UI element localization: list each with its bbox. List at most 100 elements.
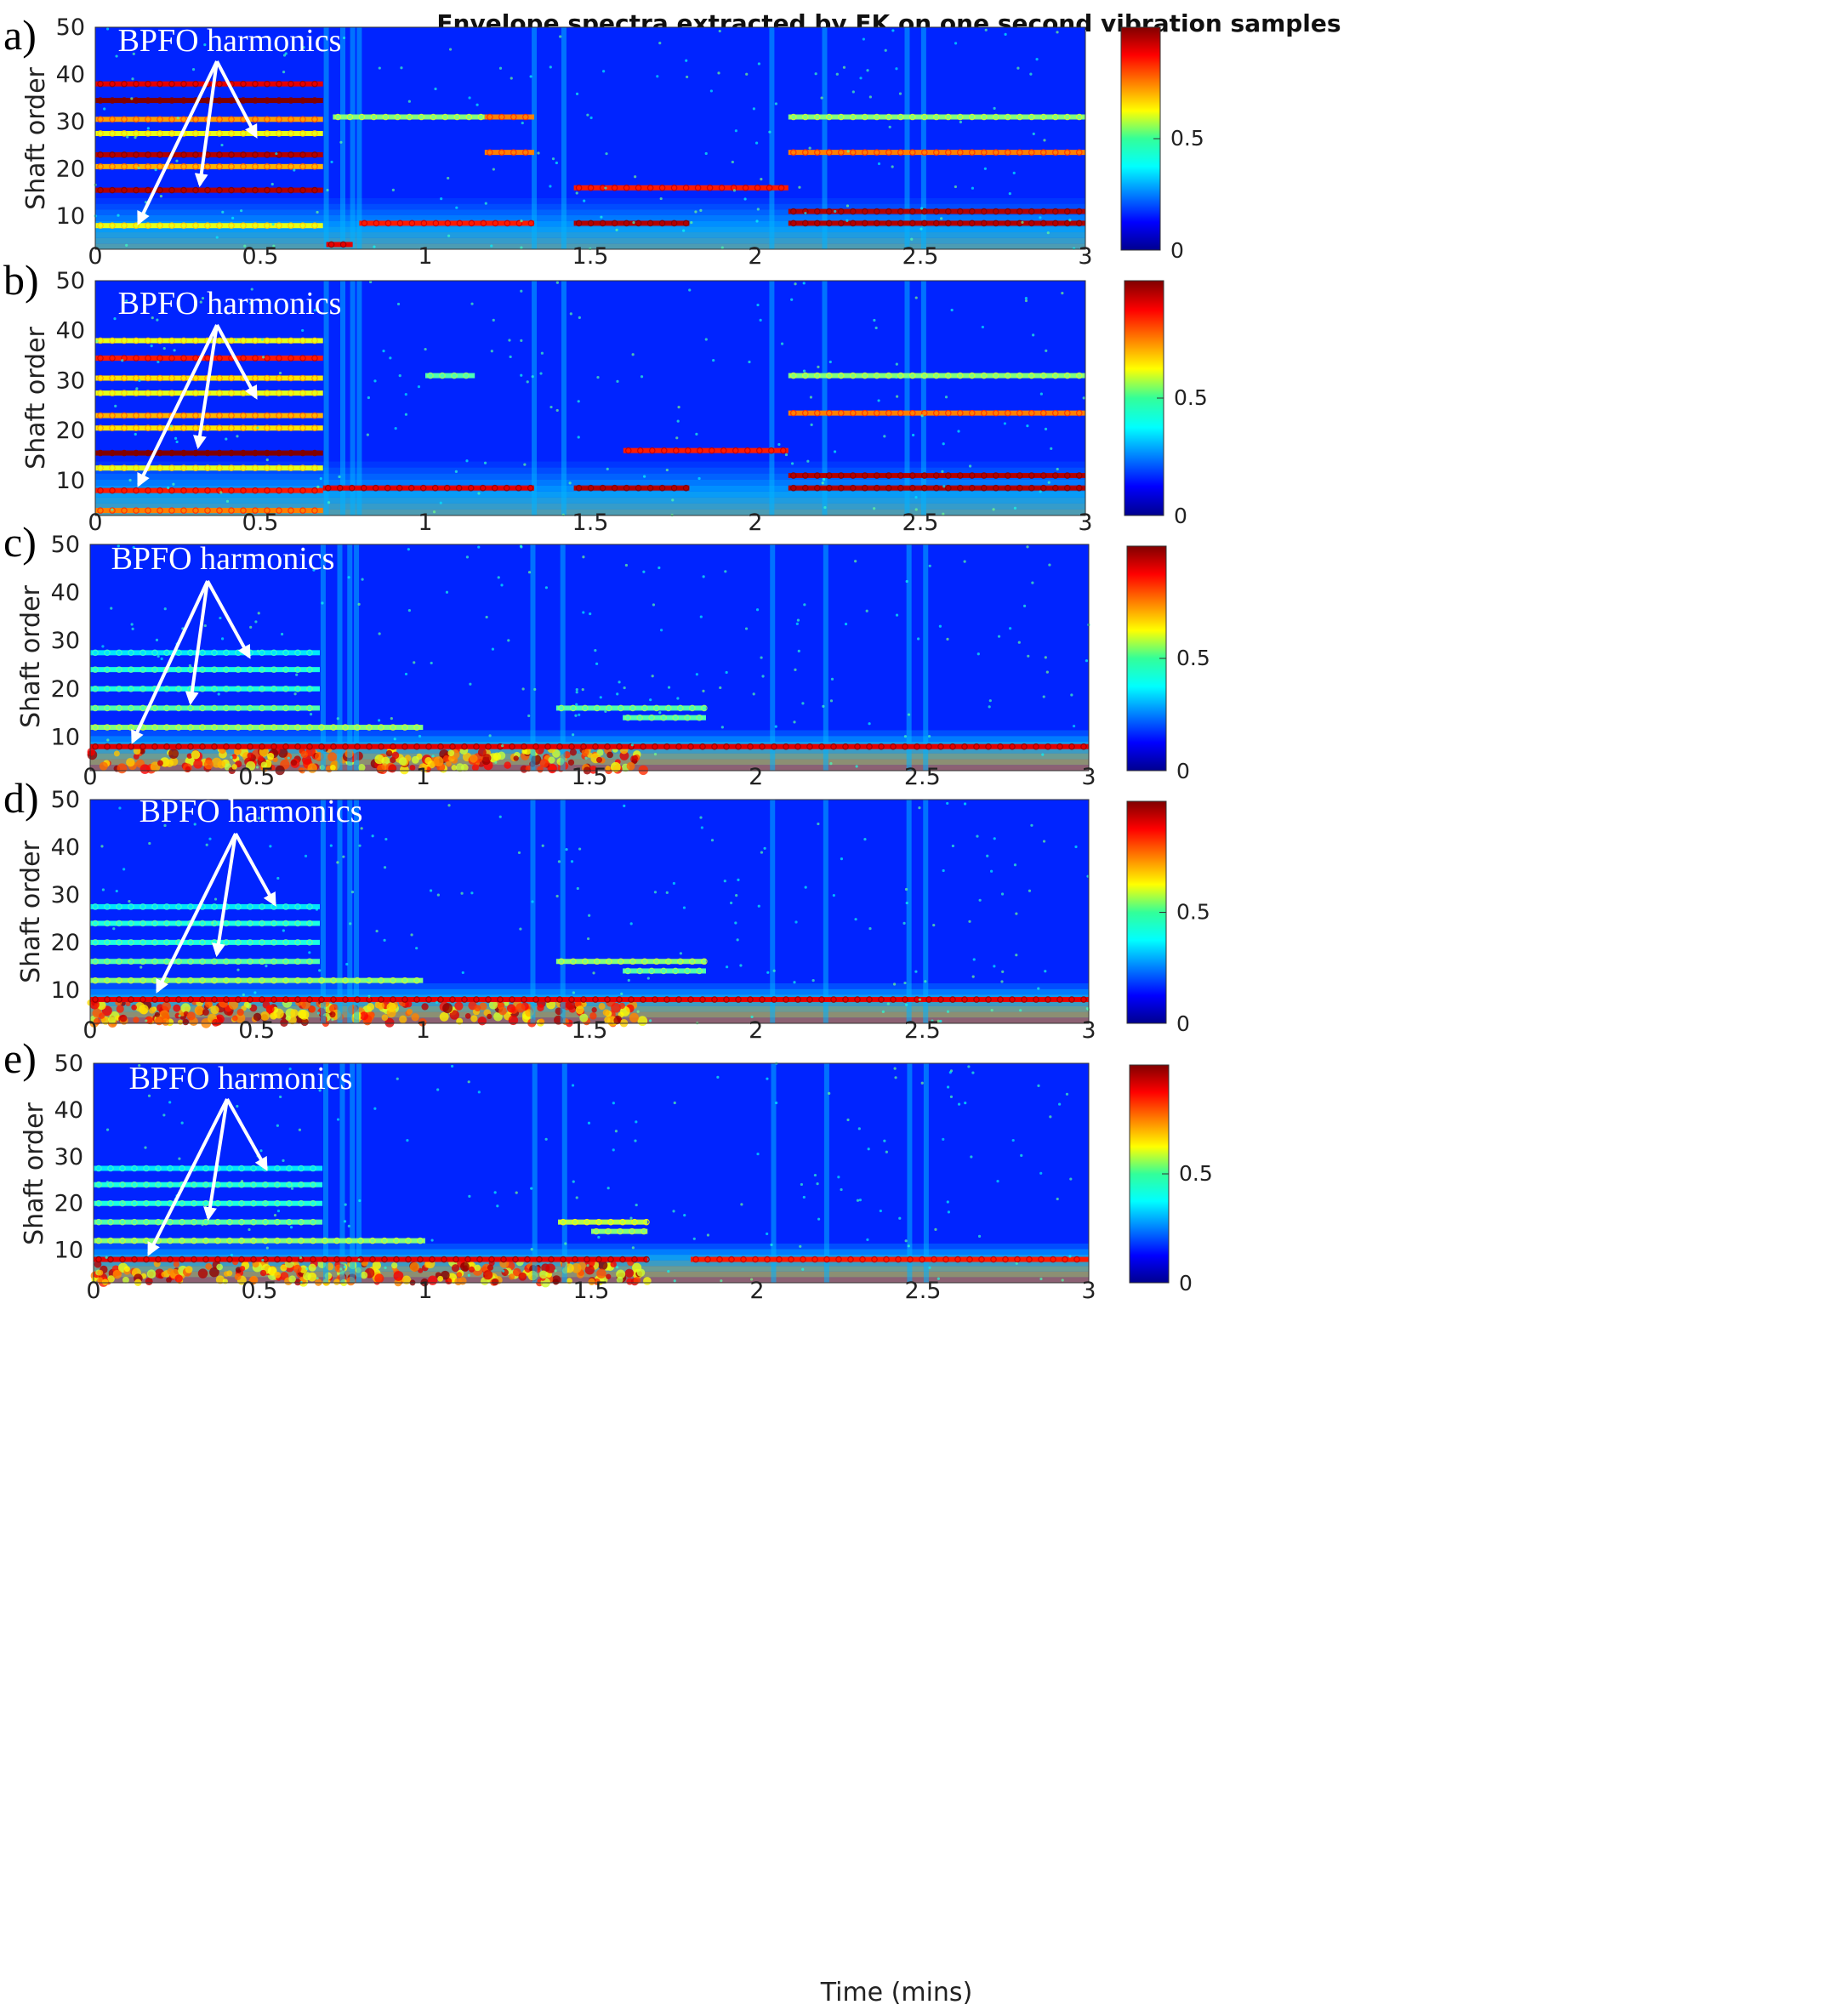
band-marker <box>479 484 487 492</box>
noise-dot <box>895 375 898 379</box>
heatmap-cell <box>259 1269 267 1277</box>
band-marker <box>417 1256 424 1263</box>
band-marker <box>324 484 332 492</box>
band-marker <box>145 97 151 104</box>
heatmap-cell <box>162 1018 170 1026</box>
band-marker <box>121 130 128 137</box>
heatmap-cell <box>216 1263 224 1271</box>
time-streak <box>770 800 776 1023</box>
annotation-arrow <box>137 324 219 487</box>
noise-dot <box>1041 753 1045 756</box>
band-marker <box>909 113 916 121</box>
band-marker <box>643 1218 650 1226</box>
band-marker <box>192 487 199 494</box>
noise-dot <box>851 90 855 94</box>
band-marker <box>294 903 301 910</box>
heatmap-cell <box>508 1015 519 1026</box>
band-marker <box>969 113 976 121</box>
low-order-field <box>95 503 1085 510</box>
noise-dot <box>832 893 835 897</box>
band-marker <box>933 484 940 492</box>
noise-dot <box>1074 845 1078 849</box>
band-marker <box>240 507 247 514</box>
noise-dot <box>673 1101 676 1105</box>
noise-dot <box>117 214 120 217</box>
band-marker <box>180 151 187 158</box>
noise-dot <box>671 498 675 502</box>
band-marker <box>288 464 294 472</box>
band-marker <box>515 484 522 492</box>
noise-dot <box>515 1191 518 1194</box>
band-marker <box>151 958 158 965</box>
band-marker <box>334 113 342 121</box>
noise-dot <box>488 734 492 737</box>
band-marker <box>957 409 964 417</box>
noise-dot <box>1044 427 1048 430</box>
band-marker <box>806 743 813 750</box>
noise-dot <box>101 645 105 648</box>
noise-dot <box>529 75 532 78</box>
band-marker <box>1028 149 1035 156</box>
noise-dot <box>290 1187 294 1190</box>
noise-dot <box>971 975 975 978</box>
y-tick-label: 40 <box>51 580 80 607</box>
band-marker <box>235 903 242 910</box>
time-streak <box>532 1063 538 1283</box>
noise-dot <box>490 244 493 248</box>
noise-dot <box>756 208 760 211</box>
band-marker <box>262 1218 269 1226</box>
band-marker <box>1016 484 1023 492</box>
band-marker <box>97 80 104 88</box>
heatmap-cell <box>381 1014 389 1022</box>
band-marker <box>859 1256 866 1263</box>
band-marker <box>228 412 235 419</box>
band-marker <box>401 724 408 731</box>
noise-dot <box>1030 823 1033 827</box>
band-marker <box>311 449 318 457</box>
band-marker <box>366 743 373 750</box>
noise-dot <box>951 844 955 848</box>
noise-dot <box>564 1242 567 1245</box>
heatmap-cell <box>277 748 288 758</box>
harmonic-band <box>95 223 323 229</box>
noise-dot <box>477 1091 481 1094</box>
noise-dot <box>373 1107 377 1110</box>
noise-dot <box>502 1269 505 1273</box>
noise-dot <box>250 708 253 711</box>
band-marker <box>240 186 247 194</box>
heatmap-cell <box>290 1009 299 1017</box>
band-marker <box>660 714 667 721</box>
band-marker <box>740 1256 747 1263</box>
band-marker <box>145 337 151 345</box>
heatmap-cell <box>300 750 309 759</box>
band-marker <box>228 390 235 396</box>
band-marker <box>92 958 99 965</box>
band-marker <box>568 996 575 1003</box>
noise-dot <box>804 212 807 215</box>
noise-dot <box>1012 171 1016 174</box>
band-marker <box>419 484 427 492</box>
harmonic-band <box>558 1219 648 1225</box>
band-marker <box>1014 1256 1021 1263</box>
band-marker <box>97 464 104 472</box>
band-marker <box>837 113 845 121</box>
band-marker <box>1076 208 1083 215</box>
band-marker <box>921 372 928 379</box>
band-marker <box>732 447 739 454</box>
noise-dot <box>928 1266 931 1269</box>
band-marker <box>405 1256 412 1263</box>
band-marker <box>104 724 111 731</box>
noise-dot <box>683 1213 686 1217</box>
band-marker <box>121 449 128 457</box>
heatmap-cell <box>571 1262 582 1273</box>
noise-dot <box>101 888 105 891</box>
band-marker <box>311 412 318 419</box>
heatmap-cell <box>165 759 174 767</box>
band-marker <box>575 185 583 191</box>
band-marker <box>405 1237 412 1244</box>
band-marker <box>921 484 928 492</box>
band-marker <box>250 1218 257 1226</box>
noise-dot <box>436 1088 440 1091</box>
band-marker <box>97 151 104 158</box>
band-marker <box>369 1256 376 1263</box>
